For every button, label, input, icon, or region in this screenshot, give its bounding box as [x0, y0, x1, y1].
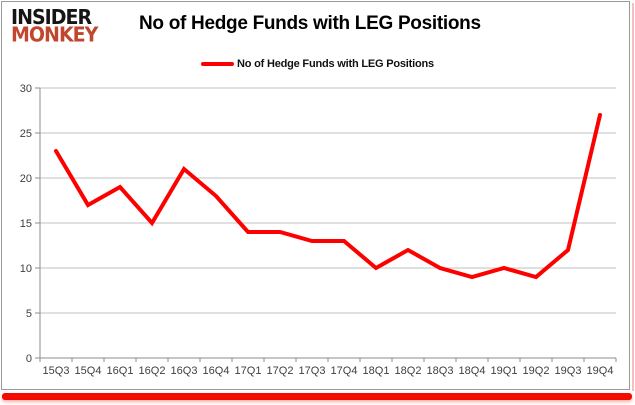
y-tick-label: 25	[20, 128, 32, 140]
x-tick-label: 19Q4	[587, 365, 614, 377]
x-tick-label: 19Q2	[523, 365, 550, 377]
series-line	[54, 113, 602, 280]
x-tick-label: 17Q3	[299, 365, 326, 377]
y-tick-label: 30	[20, 83, 32, 95]
x-tick-label: 18Q4	[459, 365, 486, 377]
logo-text-insider: INSIDER	[11, 5, 92, 30]
insider-monkey-logo: INSIDER MONKEY	[11, 5, 98, 47]
x-tick-label: 17Q4	[331, 365, 358, 377]
chart-title: No of Hedge Funds with LEG Positions	[139, 13, 481, 34]
legend-line-marker-icon	[201, 62, 234, 66]
y-tick-label: 15	[20, 218, 32, 230]
legend: No of Hedge Funds with LEG Positions	[201, 58, 434, 70]
x-tick-label: 18Q2	[395, 365, 422, 377]
x-tick-label: 18Q1	[363, 365, 390, 377]
x-tick-label: 19Q1	[491, 365, 518, 377]
x-tick-label: 19Q3	[555, 365, 582, 377]
x-tick-label: 16Q2	[139, 365, 166, 377]
legend-label: No of Hedge Funds with LEG Positions	[237, 58, 434, 70]
bottom-accent-bar	[2, 393, 632, 400]
right-edge-shadow	[632, 3, 634, 391]
x-tick-label: 16Q3	[171, 365, 198, 377]
y-tick-label: 10	[20, 263, 32, 275]
x-tick-label: 15Q3	[43, 365, 70, 377]
y-tick-label: 5	[26, 308, 32, 320]
x-tick-label: 16Q4	[203, 365, 230, 377]
y-tick-label: 20	[20, 173, 32, 185]
logo-text-monkey: MONKEY	[11, 23, 98, 47]
x-tick-label: 17Q1	[235, 365, 262, 377]
y-tick-label: 0	[26, 353, 32, 365]
x-tick-label: 17Q2	[267, 365, 294, 377]
x-tick-label: 16Q1	[107, 365, 134, 377]
x-tick-label: 18Q3	[427, 365, 454, 377]
x-tick-label: 15Q4	[75, 365, 102, 377]
